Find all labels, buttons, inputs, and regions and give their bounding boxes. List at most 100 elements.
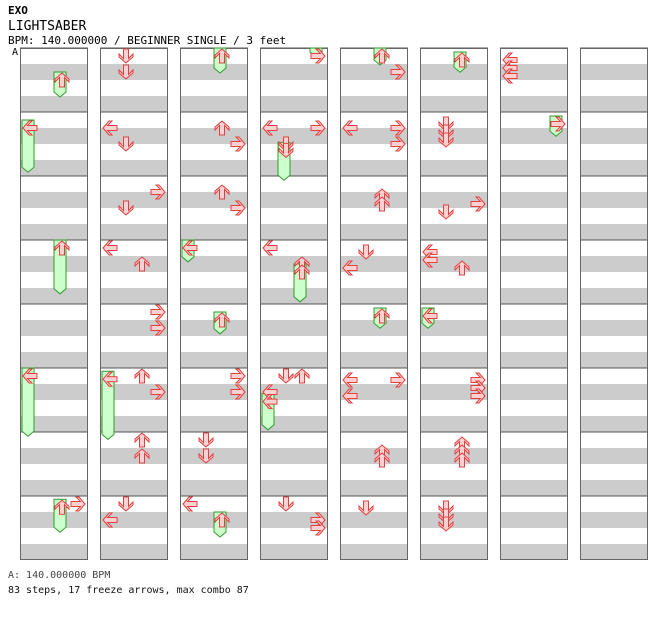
beat-band: [180, 144, 248, 160]
down-arrow-icon: [358, 244, 374, 260]
beat-band: [260, 336, 328, 352]
beat-band: [340, 96, 408, 112]
beat-band: [100, 400, 168, 416]
right-arrow-icon: [230, 384, 246, 400]
right-arrow-icon: [310, 120, 326, 136]
beat-band: [580, 224, 648, 240]
beat-band: [340, 128, 408, 144]
beat-band: [420, 64, 488, 80]
beat-band: [180, 192, 248, 208]
beat-band: [580, 400, 648, 416]
beat-band: [180, 480, 248, 496]
beat-band: [580, 496, 648, 512]
beat-band: [500, 400, 568, 416]
arrow-layer: [22, 48, 566, 536]
beat-band: [500, 96, 568, 112]
down-arrow-icon: [198, 432, 214, 448]
beat-band: [20, 416, 88, 432]
beat-band: [100, 384, 168, 400]
beat-band: [340, 448, 408, 464]
beat-band: [340, 64, 408, 80]
right-arrow-icon: [310, 48, 326, 64]
beat-band: [100, 96, 168, 112]
beat-band: [100, 112, 168, 128]
beat-band: [420, 144, 488, 160]
left-arrow-icon: [182, 496, 198, 512]
beat-band: [100, 224, 168, 240]
beat-band: [500, 448, 568, 464]
beat-band: [180, 464, 248, 480]
left-arrow-icon: [262, 240, 278, 256]
beat-band: [20, 352, 88, 368]
beat-band: [100, 304, 168, 320]
beat-band: [580, 352, 648, 368]
beat-band: [580, 368, 648, 384]
beat-band: [500, 480, 568, 496]
beat-band: [180, 128, 248, 144]
beat-band: [500, 384, 568, 400]
beat-band: [20, 336, 88, 352]
beat-band: [580, 336, 648, 352]
beat-band: [100, 144, 168, 160]
beat-band: [500, 80, 568, 96]
beat-band: [580, 96, 648, 112]
beat-band: [180, 288, 248, 304]
chart-column: [340, 47, 408, 560]
beat-band: [100, 320, 168, 336]
down-arrow-icon: [118, 136, 134, 152]
beat-band: [180, 400, 248, 416]
left-arrow-icon: [342, 120, 358, 136]
down-arrow-icon: [118, 64, 134, 80]
beat-band: [500, 544, 568, 560]
beat-band: [20, 448, 88, 464]
chart-column: [20, 47, 88, 560]
right-arrow-icon: [230, 368, 246, 384]
beat-band: [580, 288, 648, 304]
song-title: LIGHTSABER: [8, 19, 87, 34]
beat-band: [180, 432, 248, 448]
right-arrow-icon: [150, 184, 166, 200]
down-arrow-icon: [118, 200, 134, 216]
beat-band: [340, 176, 408, 192]
beat-band: [340, 464, 408, 480]
beat-band: [20, 160, 88, 176]
chart-info: BPM: 140.000000 / BEGINNER SINGLE / 3 fe…: [8, 34, 287, 47]
beat-band: [260, 208, 328, 224]
beat-band: [580, 384, 648, 400]
right-arrow-icon: [550, 116, 566, 132]
up-arrow-icon: [54, 240, 70, 256]
column-border: [20, 48, 88, 560]
beat-band: [500, 368, 568, 384]
beat-band: [580, 304, 648, 320]
beat-band: [580, 464, 648, 480]
up-arrow-icon: [294, 264, 310, 280]
beat-band: [580, 208, 648, 224]
beat-band: [580, 416, 648, 432]
bpm-legend: A: 140.000000 BPM: [8, 570, 111, 581]
beat-band: [260, 144, 328, 160]
beat-band: [20, 208, 88, 224]
beat-band: [500, 320, 568, 336]
beat-band: [500, 432, 568, 448]
right-arrow-icon: [390, 372, 406, 388]
up-arrow-icon: [454, 452, 470, 468]
chart-column: [100, 47, 168, 560]
beat-band: [100, 256, 168, 272]
right-arrow-icon: [150, 320, 166, 336]
beat-band: [260, 96, 328, 112]
beat-band: [580, 192, 648, 208]
down-arrow-icon: [438, 508, 454, 524]
beat-band: [20, 432, 88, 448]
beat-band: [500, 224, 568, 240]
beat-band: [580, 160, 648, 176]
beat-band: [580, 512, 648, 528]
left-arrow-icon: [262, 394, 278, 410]
beat-band: [100, 160, 168, 176]
right-arrow-icon: [470, 196, 486, 212]
beat-band: [180, 368, 248, 384]
beat-band: [420, 400, 488, 416]
beat-band: [260, 176, 328, 192]
beat-band: [340, 496, 408, 512]
beat-band: [580, 256, 648, 272]
beat-band: [580, 240, 648, 256]
